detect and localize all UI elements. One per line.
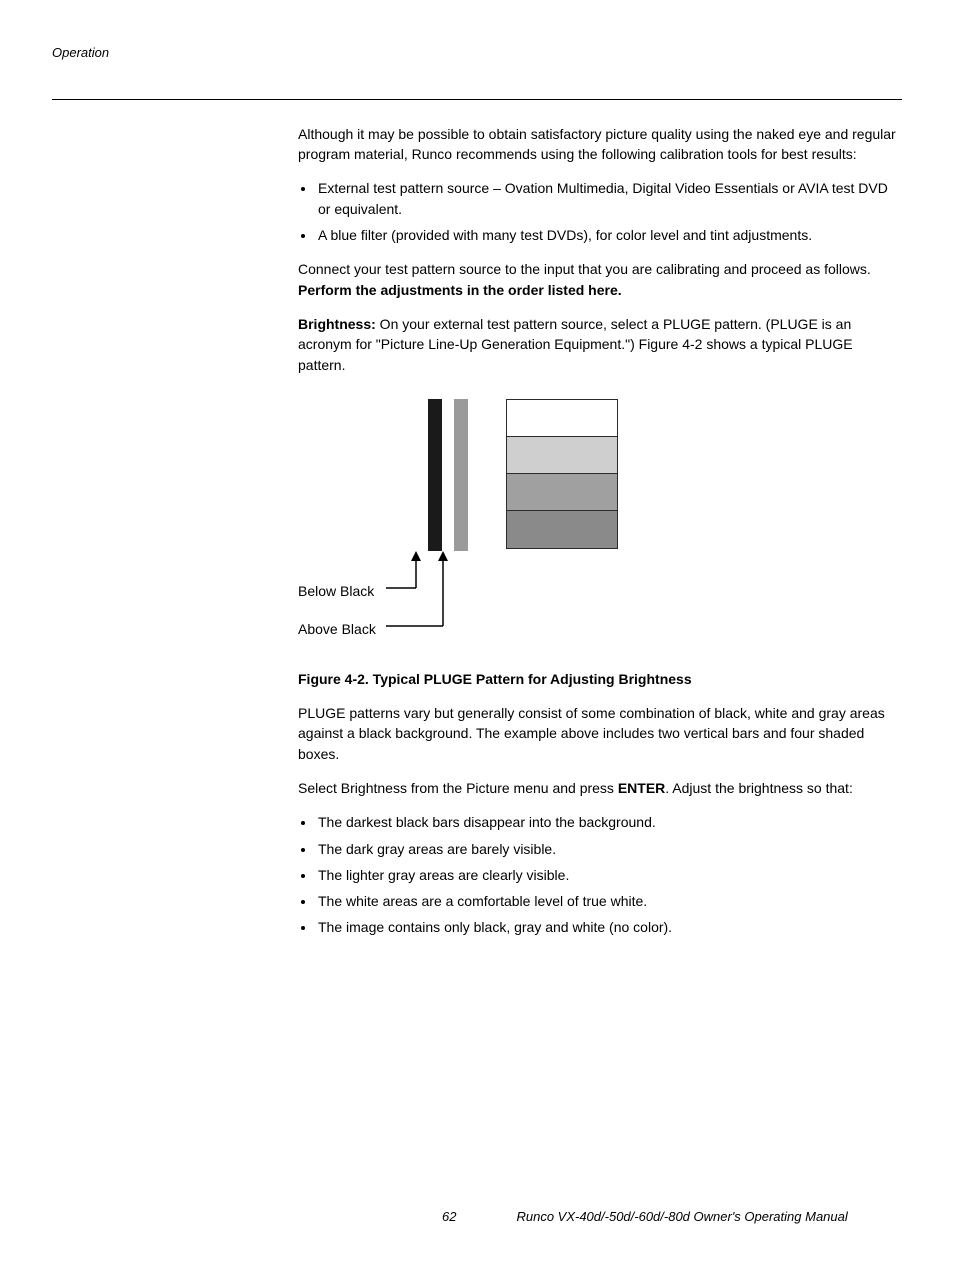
- shade-box-white: [507, 400, 617, 437]
- footer-manual-title: Runco VX-40d/-50d/-60d/-80d Owner's Oper…: [516, 1208, 847, 1227]
- select-post: . Adjust the brightness so that:: [665, 780, 853, 796]
- below-black-label: Below Black: [298, 581, 374, 601]
- list-item: The lighter gray areas are clearly visib…: [316, 865, 902, 885]
- pluge-bars-group: [428, 399, 618, 551]
- main-content: Although it may be possible to obtain sa…: [298, 124, 902, 938]
- pluge-description: PLUGE patterns vary but generally consis…: [298, 703, 902, 764]
- document-page: Operation Although it may be possible to…: [0, 0, 954, 1267]
- below-black-label-wrap: Below Black: [298, 581, 374, 601]
- figure-caption: Figure 4-2. Typical PLUGE Pattern for Ad…: [298, 669, 902, 689]
- connect-text: Connect your test pattern source to the …: [298, 261, 871, 277]
- tools-list: External test pattern source – Ovation M…: [298, 178, 902, 245]
- brightness-label: Brightness:: [298, 316, 376, 332]
- brightness-paragraph: Brightness: On your external test patter…: [298, 314, 902, 375]
- pluge-figure: Below Black Above Black: [298, 399, 902, 649]
- page-header: Operation: [52, 44, 902, 63]
- shade-box-lightgray: [507, 437, 617, 474]
- connect-bold: Perform the adjustments in the order lis…: [298, 282, 622, 298]
- header-rule: [52, 99, 902, 100]
- intro-paragraph: Although it may be possible to obtain sa…: [298, 124, 902, 165]
- shade-boxes: [506, 399, 618, 549]
- enter-key: ENTER: [618, 780, 665, 796]
- section-title: Operation: [52, 45, 109, 60]
- adjustments-list: The darkest black bars disappear into th…: [298, 812, 902, 937]
- list-item: A blue filter (provided with many test D…: [316, 225, 902, 245]
- page-number: 62: [442, 1208, 456, 1227]
- page-footer: 62 Runco VX-40d/-50d/-60d/-80d Owner's O…: [52, 1208, 902, 1227]
- select-paragraph: Select Brightness from the Picture menu …: [298, 778, 902, 798]
- shade-box-midgray: [507, 474, 617, 511]
- vertical-bar-gray: [454, 399, 468, 551]
- connect-paragraph: Connect your test pattern source to the …: [298, 259, 902, 300]
- list-item: The darkest black bars disappear into th…: [316, 812, 902, 832]
- list-item: The white areas are a comfortable level …: [316, 891, 902, 911]
- above-black-label-wrap: Above Black: [298, 619, 376, 639]
- select-pre: Select Brightness from the Picture menu …: [298, 780, 618, 796]
- arrow-above-icon: [386, 551, 486, 631]
- list-item: External test pattern source – Ovation M…: [316, 178, 902, 219]
- list-item: The dark gray areas are barely visible.: [316, 839, 902, 859]
- list-item: The image contains only black, gray and …: [316, 917, 902, 937]
- vertical-bar-dark: [428, 399, 442, 551]
- above-black-label: Above Black: [298, 619, 376, 639]
- shade-box-darkgray: [507, 511, 617, 548]
- brightness-text: On your external test pattern source, se…: [298, 316, 853, 373]
